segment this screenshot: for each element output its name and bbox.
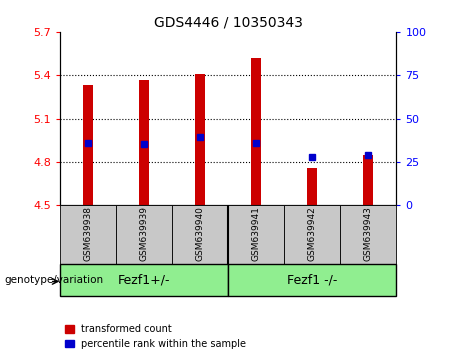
- Bar: [228, 205, 284, 264]
- Bar: [83, 85, 93, 205]
- Text: GSM639941: GSM639941: [252, 206, 261, 261]
- Text: Fezf1 -/-: Fezf1 -/-: [287, 273, 337, 286]
- Bar: [60, 264, 228, 296]
- Text: GSM639940: GSM639940: [195, 206, 205, 261]
- Legend: transformed count, percentile rank within the sample: transformed count, percentile rank withi…: [65, 324, 246, 349]
- Text: Fezf1+/-: Fezf1+/-: [118, 273, 170, 286]
- Text: GSM639939: GSM639939: [140, 206, 148, 261]
- Bar: [195, 74, 205, 205]
- Text: GSM639942: GSM639942: [308, 206, 317, 261]
- Bar: [116, 205, 172, 264]
- Bar: [251, 58, 261, 205]
- Text: genotype/variation: genotype/variation: [5, 275, 104, 285]
- Bar: [172, 205, 228, 264]
- Bar: [340, 205, 396, 264]
- Title: GDS4446 / 10350343: GDS4446 / 10350343: [154, 15, 302, 29]
- Bar: [284, 205, 340, 264]
- Bar: [363, 155, 373, 205]
- Bar: [60, 205, 116, 264]
- Text: GSM639938: GSM639938: [83, 206, 93, 261]
- Bar: [228, 264, 396, 296]
- Bar: [139, 80, 149, 205]
- Bar: [307, 168, 317, 205]
- Text: GSM639943: GSM639943: [364, 206, 373, 261]
